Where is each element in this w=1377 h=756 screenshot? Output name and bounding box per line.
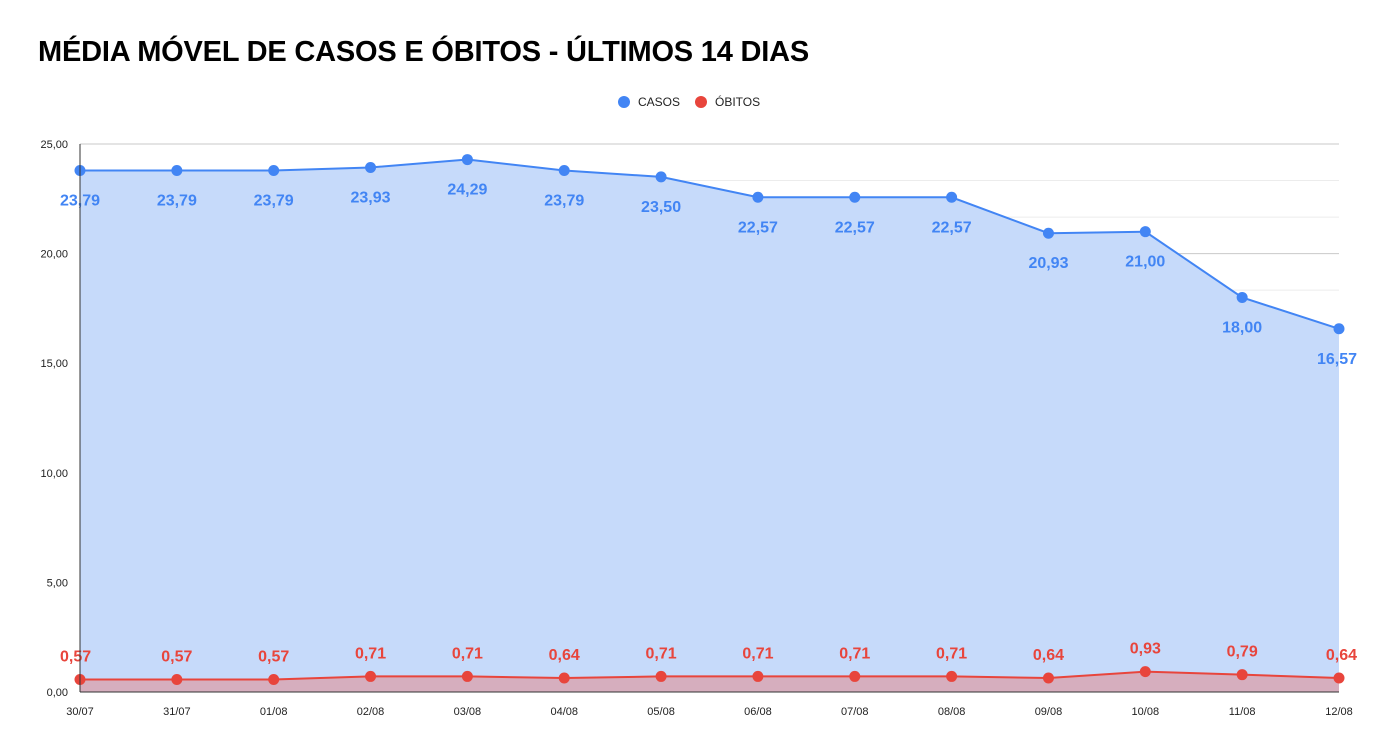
data-label-casos: 23,79 bbox=[157, 193, 197, 210]
point-obitos bbox=[461, 670, 473, 682]
data-label-casos: 22,57 bbox=[738, 219, 778, 236]
data-label-obitos: 0,57 bbox=[258, 649, 289, 666]
data-label-casos: 18,00 bbox=[1222, 319, 1262, 336]
data-label-obitos: 0,57 bbox=[60, 649, 91, 666]
legend-swatch-casos bbox=[618, 96, 630, 108]
point-obitos bbox=[1236, 669, 1248, 681]
data-label-obitos: 0,79 bbox=[1227, 644, 1258, 661]
point-obitos bbox=[946, 670, 958, 682]
point-casos bbox=[752, 191, 764, 203]
data-label-casos: 23,79 bbox=[254, 193, 294, 210]
x-tick-label: 30/07 bbox=[66, 706, 94, 718]
x-tick-label: 04/08 bbox=[550, 706, 578, 718]
x-tick-label: 02/08 bbox=[357, 706, 385, 718]
y-tick-label: 20,00 bbox=[40, 249, 68, 261]
data-label-obitos: 0,71 bbox=[742, 645, 773, 662]
point-casos bbox=[268, 165, 280, 177]
y-tick-label: 0,00 bbox=[47, 687, 68, 699]
point-obitos bbox=[558, 672, 570, 684]
data-label-obitos: 0,71 bbox=[936, 645, 967, 662]
point-casos bbox=[1042, 227, 1054, 239]
x-tick-label: 11/08 bbox=[1229, 706, 1256, 718]
data-label-casos: 22,57 bbox=[835, 219, 875, 236]
data-label-obitos: 0,57 bbox=[161, 649, 192, 666]
legend-label-casos: CASOS bbox=[638, 95, 681, 109]
point-obitos bbox=[268, 674, 280, 686]
point-casos bbox=[1333, 323, 1345, 335]
area-casos bbox=[80, 159, 1339, 692]
data-label-obitos: 0,71 bbox=[646, 645, 677, 662]
series-line-casos bbox=[80, 158, 1340, 330]
x-tick-label: 07/08 bbox=[841, 706, 869, 718]
data-label-casos: 21,00 bbox=[1125, 254, 1165, 271]
legend-item-obitos[interactable]: ÓBITOS bbox=[695, 95, 760, 109]
point-obitos bbox=[171, 674, 183, 686]
data-label-casos: 22,57 bbox=[932, 219, 972, 236]
point-casos bbox=[558, 165, 570, 177]
x-tick-label: 03/08 bbox=[454, 706, 482, 718]
point-obitos bbox=[1333, 672, 1345, 684]
x-tick-label: 09/08 bbox=[1035, 706, 1063, 718]
x-tick-label: 01/08 bbox=[260, 706, 288, 718]
point-casos bbox=[655, 171, 667, 183]
data-label-obitos: 0,71 bbox=[839, 645, 870, 662]
data-label-obitos: 0,71 bbox=[452, 645, 483, 662]
point-casos bbox=[365, 161, 377, 173]
point-obitos bbox=[849, 670, 861, 682]
x-tick-label: 31/07 bbox=[163, 706, 191, 718]
data-label-casos: 23,79 bbox=[544, 193, 584, 210]
data-label-obitos: 0,64 bbox=[1033, 647, 1064, 664]
point-casos bbox=[1236, 291, 1248, 303]
data-label-casos: 24,29 bbox=[447, 182, 487, 199]
data-label-casos: 23,93 bbox=[351, 189, 391, 206]
series-line-obitos bbox=[80, 670, 1340, 681]
data-label-casos: 23,50 bbox=[641, 199, 681, 216]
x-tick-label: 06/08 bbox=[744, 706, 772, 718]
point-obitos bbox=[1139, 666, 1151, 678]
x-tick-label: 08/08 bbox=[938, 706, 966, 718]
data-label-obitos: 0,64 bbox=[549, 647, 580, 664]
data-label-casos: 16,57 bbox=[1317, 351, 1357, 368]
y-tick-label: 10,00 bbox=[40, 468, 68, 480]
data-label-obitos: 0,64 bbox=[1326, 647, 1357, 664]
y-tick-label: 5,00 bbox=[47, 577, 68, 589]
y-tick-label: 15,00 bbox=[40, 358, 68, 370]
x-tick-label: 10/08 bbox=[1132, 706, 1160, 718]
point-casos bbox=[849, 191, 861, 203]
x-tick-label: 12/08 bbox=[1325, 706, 1353, 718]
point-casos bbox=[461, 154, 473, 166]
data-label-casos: 20,93 bbox=[1028, 255, 1068, 272]
legend-item-casos[interactable]: CASOS bbox=[618, 95, 680, 109]
legend-swatch-obitos bbox=[695, 96, 707, 108]
chart-legend: CASOS ÓBITOS bbox=[0, 95, 1377, 115]
x-tick-label: 05/08 bbox=[647, 706, 675, 718]
legend-label-obitos: ÓBITOS bbox=[715, 95, 761, 109]
chart-title: MÉDIA MÓVEL DE CASOS E ÓBITOS - ÚLTIMOS … bbox=[38, 36, 810, 68]
data-label-obitos: 0,71 bbox=[355, 645, 386, 662]
point-obitos bbox=[655, 670, 667, 682]
point-casos bbox=[946, 191, 958, 203]
point-obitos bbox=[752, 670, 764, 682]
point-obitos bbox=[1042, 672, 1054, 684]
point-casos bbox=[1139, 226, 1151, 238]
y-tick-label: 25,00 bbox=[40, 139, 68, 151]
point-casos bbox=[171, 165, 183, 177]
point-obitos bbox=[365, 670, 377, 682]
data-label-obitos: 0,93 bbox=[1130, 641, 1161, 658]
